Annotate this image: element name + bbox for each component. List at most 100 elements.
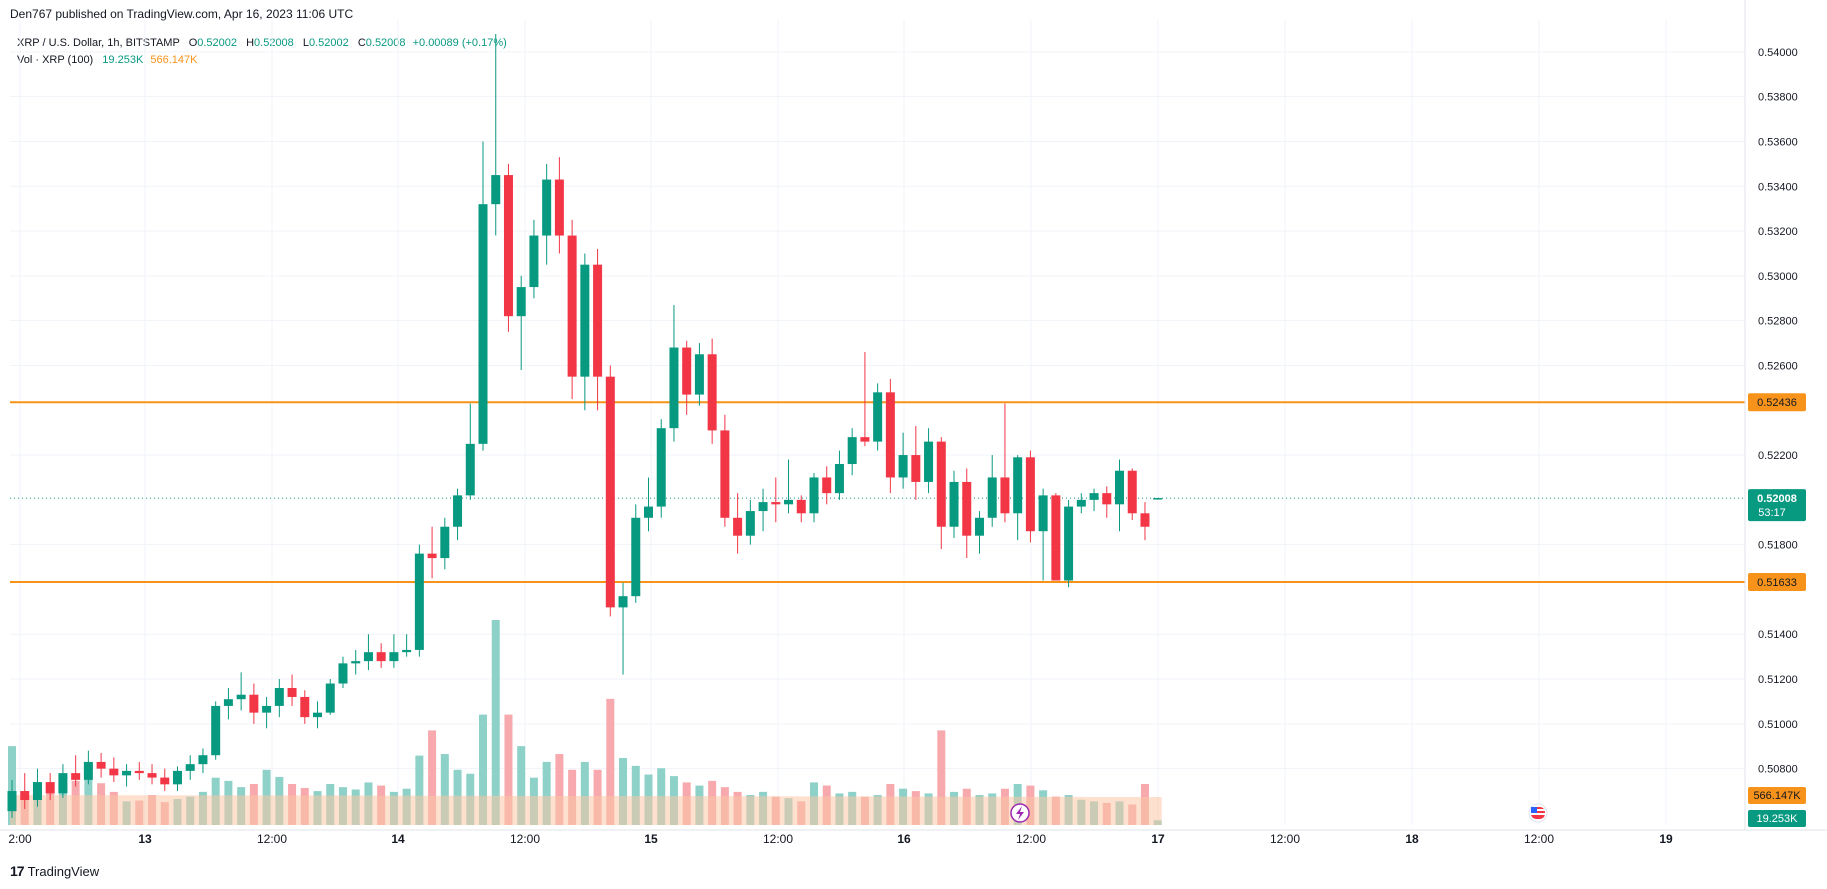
volume-last-tag	[1748, 810, 1806, 827]
candle-body	[313, 712, 323, 718]
volume-value: 19.253K	[102, 54, 144, 66]
candle-body	[605, 376, 615, 608]
candle-body	[32, 782, 42, 800]
candle-body	[516, 287, 526, 317]
tradingview-brand[interactable]: TradingView	[27, 863, 100, 879]
candle-body	[631, 517, 641, 597]
candle-body	[733, 517, 743, 536]
candle-body	[771, 502, 781, 505]
volume-bar	[479, 714, 488, 825]
flash-icon[interactable]	[1010, 803, 1030, 823]
candle-body	[656, 428, 666, 507]
y-tick-label: 0.54000	[1758, 47, 1798, 59]
published-header: Den767 published on TradingView.com, Apr…	[10, 7, 354, 21]
x-tick-label: 12:00	[1016, 832, 1046, 846]
candle-body	[784, 499, 794, 505]
volume-bars	[8, 620, 1162, 825]
level-price-tag	[1748, 393, 1806, 412]
x-tick-label: 15	[644, 832, 658, 846]
candle-body	[1140, 513, 1150, 527]
candle-body	[529, 235, 539, 288]
x-tick-label: 12:00	[1270, 832, 1300, 846]
candle-body	[376, 652, 386, 662]
candle-body	[694, 354, 704, 395]
low-label: L	[302, 37, 309, 49]
candle-body	[1102, 493, 1112, 505]
volume-bar	[504, 714, 513, 825]
candle-body	[554, 179, 564, 236]
volume-bar	[542, 761, 551, 825]
x-tick-label: 19	[1659, 832, 1673, 846]
candle-body	[478, 204, 488, 444]
volume-bar	[517, 746, 526, 825]
candle-body	[542, 179, 552, 236]
y-tick-label: 0.51800	[1758, 540, 1798, 552]
volume-last-axis-label: 19.253K	[1757, 813, 1799, 825]
candle-body	[885, 392, 895, 478]
y-tick-label: 0.51400	[1758, 629, 1798, 641]
candle-body	[669, 347, 679, 429]
volume-ma-value: 566.147K	[150, 54, 198, 66]
candle-body	[1115, 470, 1125, 505]
candle-body	[172, 770, 182, 785]
candle-body	[440, 526, 450, 559]
time-axis[interactable]: 2:00 13 12:00 14 12:00 15 12:00 16 12:00 17 12:00 1…	[0, 829, 1827, 846]
candle-body	[936, 441, 946, 527]
candle-body	[974, 517, 984, 536]
x-tick-label: 12:00	[1524, 832, 1554, 846]
candle-body	[338, 663, 348, 684]
x-tick-label: 17	[1151, 832, 1165, 846]
x-tick-label: 12:00	[510, 832, 540, 846]
symbol-label[interactable]: XRP / U.S. Dollar, 1h, BITSTAMP	[17, 37, 180, 49]
candle-body	[58, 773, 68, 794]
candle-body	[211, 705, 221, 756]
candle-body	[147, 773, 157, 778]
high-label: H	[246, 37, 255, 49]
candle-body	[491, 175, 501, 205]
volume-ma-axis-label: 566.147K	[1753, 790, 1801, 802]
candle-body	[351, 661, 361, 664]
volume-bar	[619, 757, 628, 825]
candle-body	[1089, 493, 1099, 500]
candle-body	[122, 770, 132, 776]
price-axis[interactable]: 0.54000 0.53800 0.53600 0.53400 0.53200 0.530…	[1744, 0, 1806, 830]
tradingview-logo-icon[interactable]: 17	[10, 863, 25, 879]
x-tick-label: 2:00	[8, 832, 32, 846]
candle-body	[580, 264, 590, 377]
candle-body	[834, 464, 844, 494]
candle-body	[262, 705, 272, 713]
volume-label[interactable]: Vol · XRP (100)	[17, 54, 94, 66]
candle-body	[949, 481, 959, 527]
candle-body	[1025, 457, 1035, 532]
price-chart[interactable]: 0.54000 0.53800 0.53600 0.53400 0.53200 0.530…	[0, 0, 1827, 860]
candle-body	[1064, 506, 1074, 581]
candle-body	[453, 495, 463, 527]
candle-body	[96, 761, 106, 769]
candle-body	[847, 437, 857, 465]
candle-body	[720, 430, 730, 518]
candle-body	[873, 392, 883, 442]
candle-body	[134, 770, 144, 774]
candle-body	[287, 688, 297, 697]
candle-body	[402, 649, 412, 653]
candle-body	[644, 506, 653, 518]
candle-body	[7, 791, 17, 812]
candle-body	[1076, 499, 1086, 507]
candle-body	[1038, 495, 1048, 532]
candle-body	[274, 688, 284, 706]
volume-bar	[606, 698, 615, 825]
x-tick-label: 13	[138, 832, 152, 846]
volume-bar	[937, 730, 946, 825]
countdown-label: 53:17	[1758, 507, 1786, 519]
close-value: 0.52008	[365, 37, 406, 49]
volume-legend-row: Vol · XRP (100) 19.253K 566.147K	[17, 52, 507, 69]
volume-bar	[631, 765, 640, 825]
us-flag-icon[interactable]	[1528, 803, 1548, 823]
volume-bar	[440, 754, 449, 825]
candle-body	[1000, 477, 1010, 514]
x-tick-label: 18	[1405, 832, 1419, 846]
volume-ma-area	[10, 795, 1162, 825]
candle-body	[45, 782, 55, 794]
chart-grid	[10, 20, 1745, 825]
change-value: +0.00089 (+0.17%)	[412, 37, 507, 49]
